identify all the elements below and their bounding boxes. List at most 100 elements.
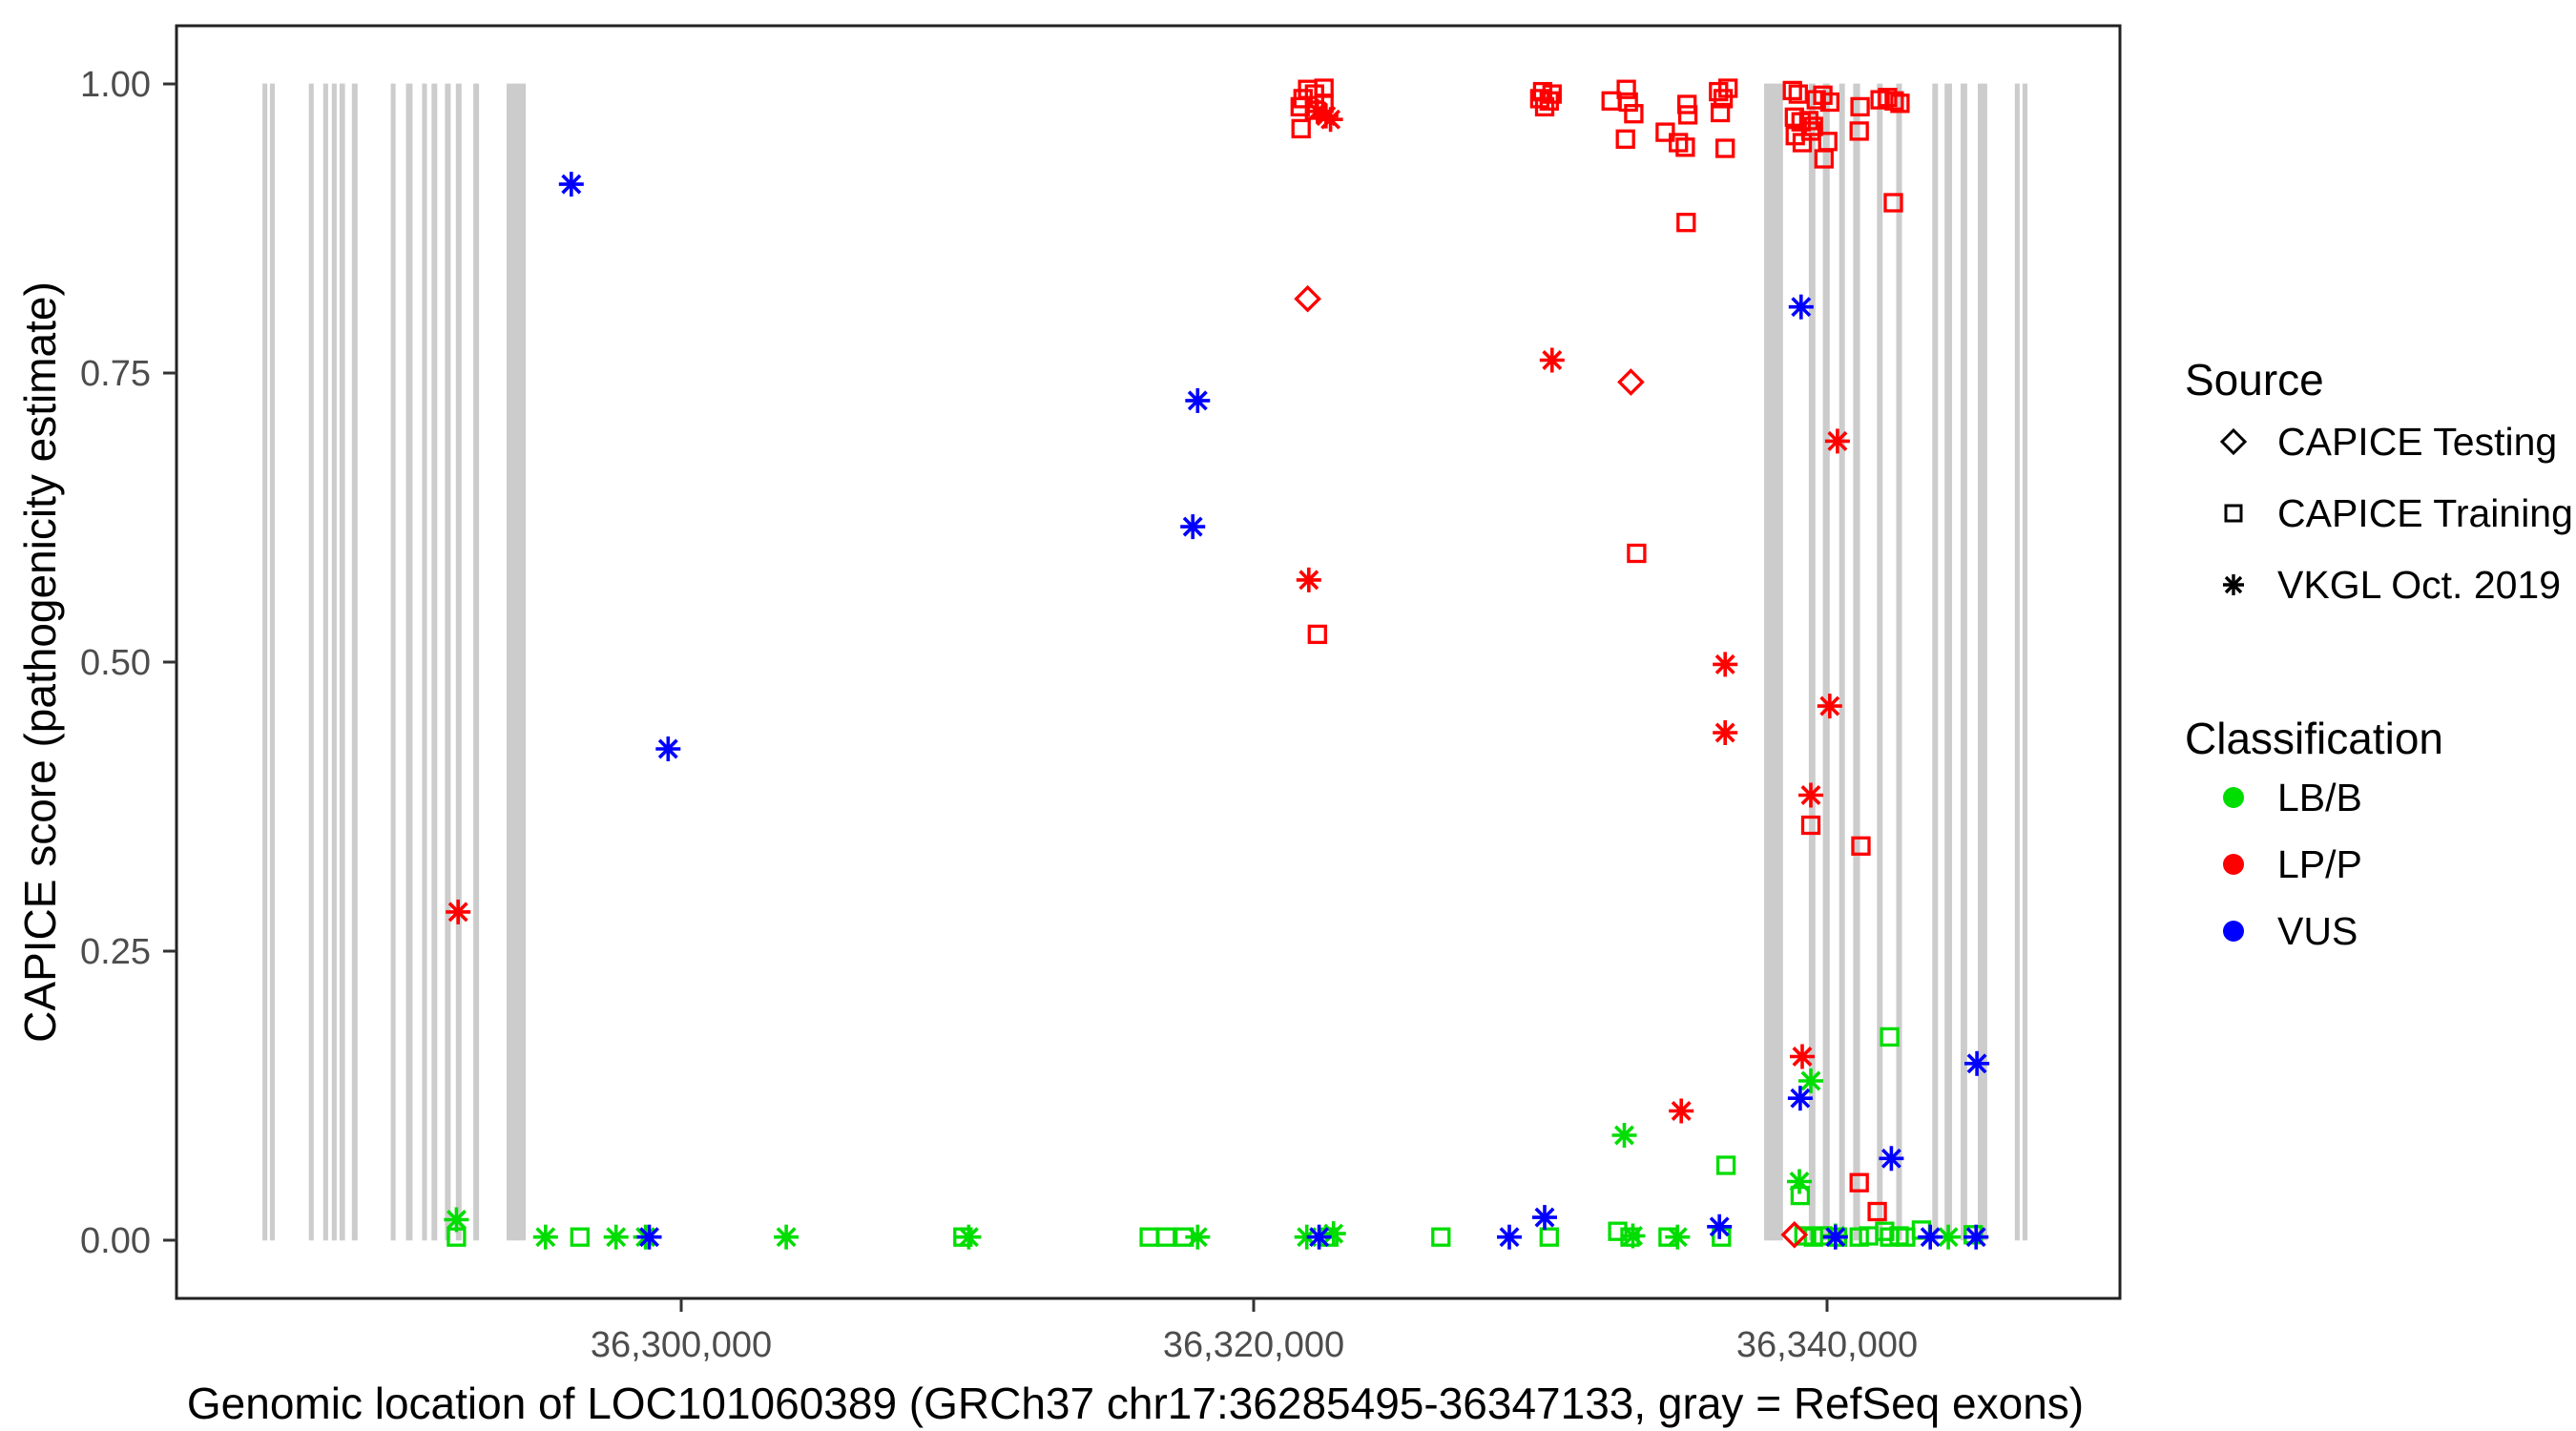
data-point xyxy=(1294,284,1321,313)
data-point xyxy=(1616,79,1636,99)
legend-classification-title: Classification xyxy=(2185,714,2443,763)
data-point xyxy=(1715,138,1735,158)
data-point xyxy=(1710,102,1731,123)
data-point xyxy=(1806,90,1826,110)
exon-bar xyxy=(1808,83,1816,1241)
exon-bar xyxy=(2014,83,2020,1241)
exon-bar xyxy=(431,83,438,1241)
data-point xyxy=(1677,94,1697,114)
exon-bar xyxy=(1944,83,1952,1241)
data-point xyxy=(447,1227,467,1247)
data-point xyxy=(774,1224,800,1250)
data-point xyxy=(1620,1227,1640,1247)
data-point xyxy=(446,899,471,924)
data-point xyxy=(1608,1221,1628,1241)
data-point xyxy=(1669,1098,1694,1124)
exon-bar xyxy=(1978,83,1987,1241)
data-point xyxy=(1849,1172,1869,1192)
x-tick-label: 36,320,000 xyxy=(1163,1325,1344,1365)
exon-bar xyxy=(351,83,358,1241)
data-point xyxy=(603,1224,629,1250)
data-point xyxy=(1875,1221,1895,1241)
data-point xyxy=(1964,1050,1990,1076)
data-point xyxy=(1790,1044,1815,1069)
data-point xyxy=(1713,720,1738,745)
data-point xyxy=(532,1224,558,1250)
data-point xyxy=(1963,1225,1984,1245)
exon-bar xyxy=(405,83,413,1241)
legend-item-capice-training: CAPICE Training xyxy=(2224,491,2573,535)
data-point xyxy=(1185,387,1211,413)
exon-bar xyxy=(1764,83,1783,1241)
data-point xyxy=(636,1224,662,1250)
data-point xyxy=(1307,624,1327,645)
data-point xyxy=(1867,1201,1887,1222)
data-point xyxy=(1787,1086,1813,1111)
data-points-layer xyxy=(444,78,1990,1250)
data-point xyxy=(1618,92,1638,113)
data-point xyxy=(570,1227,590,1247)
exon-bar xyxy=(1961,83,1967,1241)
exon-bar xyxy=(507,83,527,1241)
data-point xyxy=(1624,104,1644,124)
data-point xyxy=(1291,118,1311,139)
data-point xyxy=(1879,1146,1904,1172)
data-point xyxy=(1803,116,1823,136)
exon-bar xyxy=(390,83,396,1241)
data-point xyxy=(1782,80,1802,101)
exon-bar xyxy=(339,83,345,1241)
y-axis-title: CAPICE score (pathogenicity estimate) xyxy=(15,281,65,1043)
data-point xyxy=(1617,368,1645,396)
data-point xyxy=(1883,193,1903,213)
data-point xyxy=(1798,782,1823,808)
data-point xyxy=(1539,1227,1559,1247)
data-point xyxy=(1676,213,1696,233)
data-point xyxy=(1675,137,1695,157)
data-point xyxy=(1290,96,1310,117)
y-tick-label: 1.00 xyxy=(80,65,151,105)
exon-bar xyxy=(455,83,462,1241)
data-point xyxy=(1174,1227,1195,1247)
plot-panel xyxy=(177,26,2120,1298)
exon-bars-layer xyxy=(262,83,2027,1241)
data-point xyxy=(1539,347,1565,373)
lbb-dot-icon xyxy=(2223,787,2244,808)
exon-bar xyxy=(322,83,328,1241)
data-point xyxy=(1790,1185,1811,1206)
exon-bar xyxy=(445,83,451,1241)
data-point xyxy=(1615,129,1635,149)
data-point xyxy=(1851,836,1871,856)
data-point xyxy=(1677,105,1698,125)
data-point xyxy=(1713,89,1734,109)
data-point xyxy=(1788,294,1814,320)
legend-source-title: Source xyxy=(2185,355,2324,404)
data-point xyxy=(1788,84,1808,104)
exon-bar xyxy=(422,83,427,1241)
diamond-icon xyxy=(2219,427,2248,456)
exon-bar xyxy=(1896,83,1902,1241)
data-point xyxy=(1824,428,1850,454)
exon-bar xyxy=(1877,83,1883,1241)
exon-bar xyxy=(331,83,337,1241)
legend-item-lpp: LP/P xyxy=(2223,842,2362,886)
lpp-dot-icon xyxy=(2223,854,2244,875)
data-point xyxy=(1627,543,1647,564)
data-point xyxy=(1884,91,1904,111)
exon-bar xyxy=(262,83,268,1241)
data-point xyxy=(1822,1224,1848,1250)
data-point xyxy=(655,736,681,761)
exon-bar xyxy=(308,83,314,1241)
data-point xyxy=(1890,93,1910,114)
exon-bar xyxy=(473,83,480,1241)
data-point xyxy=(1800,815,1821,836)
data-point xyxy=(1963,1224,1989,1250)
exon-bar xyxy=(1822,83,1830,1241)
data-point xyxy=(1880,1027,1900,1047)
exon-bar xyxy=(1932,83,1939,1241)
data-point xyxy=(558,172,584,197)
data-point xyxy=(1818,132,1838,152)
legend-item-label: VKGL Oct. 2019 xyxy=(2277,563,2561,607)
data-point xyxy=(1532,1205,1557,1231)
